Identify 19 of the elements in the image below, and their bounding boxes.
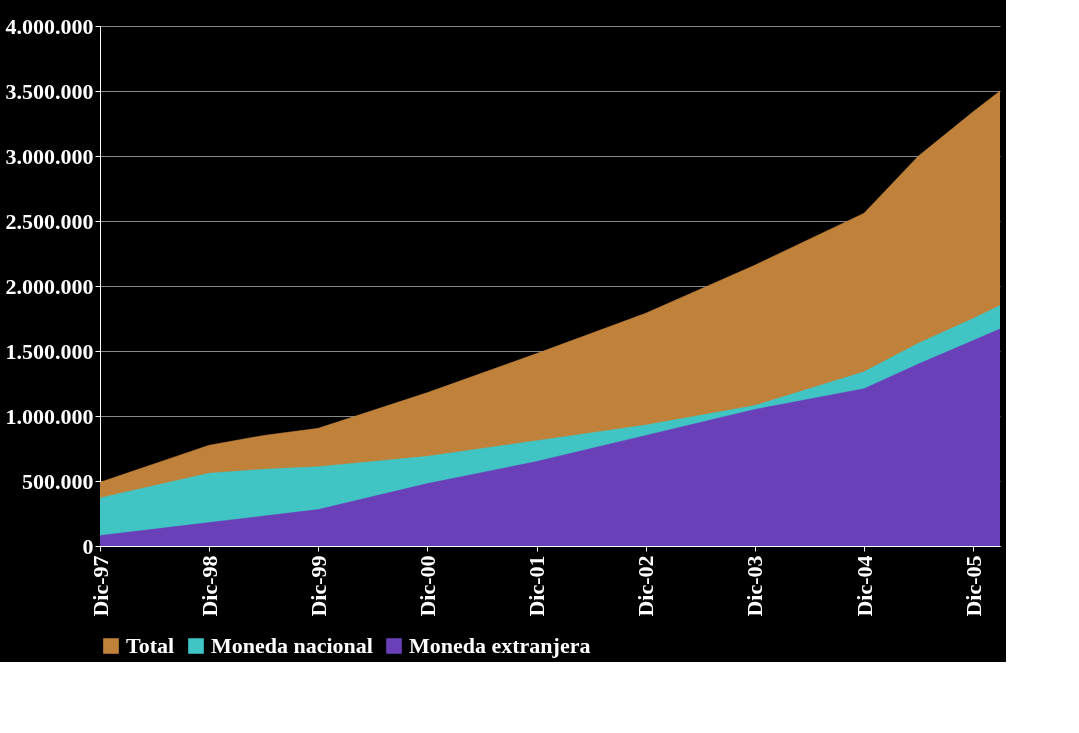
legend-label: Moneda nacional xyxy=(211,633,373,658)
y-tick-label: 1.000.000 xyxy=(5,403,94,429)
legend-label: Total xyxy=(126,633,175,658)
y-tick-label: 3.500.000 xyxy=(5,78,94,104)
y-tick-label: 500.000 xyxy=(22,468,94,494)
x-tick-label: Dic-01 xyxy=(524,555,550,617)
x-tick-label: Dic-05 xyxy=(960,555,986,617)
x-tick-label: Dic-98 xyxy=(196,555,222,617)
y-tick-label: 1.500.000 xyxy=(5,338,94,364)
x-tick-label: Dic-03 xyxy=(742,555,768,617)
y-tick-label: 2.000.000 xyxy=(5,273,94,299)
legend-label: Moneda extranjera xyxy=(409,633,591,658)
y-tick-label: 3.000.000 xyxy=(5,143,94,169)
y-tick-label: 2.500.000 xyxy=(5,208,94,234)
y-tick-label: 4.000.000 xyxy=(5,13,94,39)
x-tick-label: Dic-02 xyxy=(633,555,659,617)
x-tick-label: Dic-04 xyxy=(851,555,877,617)
x-tick-label: Dic-00 xyxy=(414,555,440,617)
x-tick-label: Dic-99 xyxy=(305,555,331,617)
